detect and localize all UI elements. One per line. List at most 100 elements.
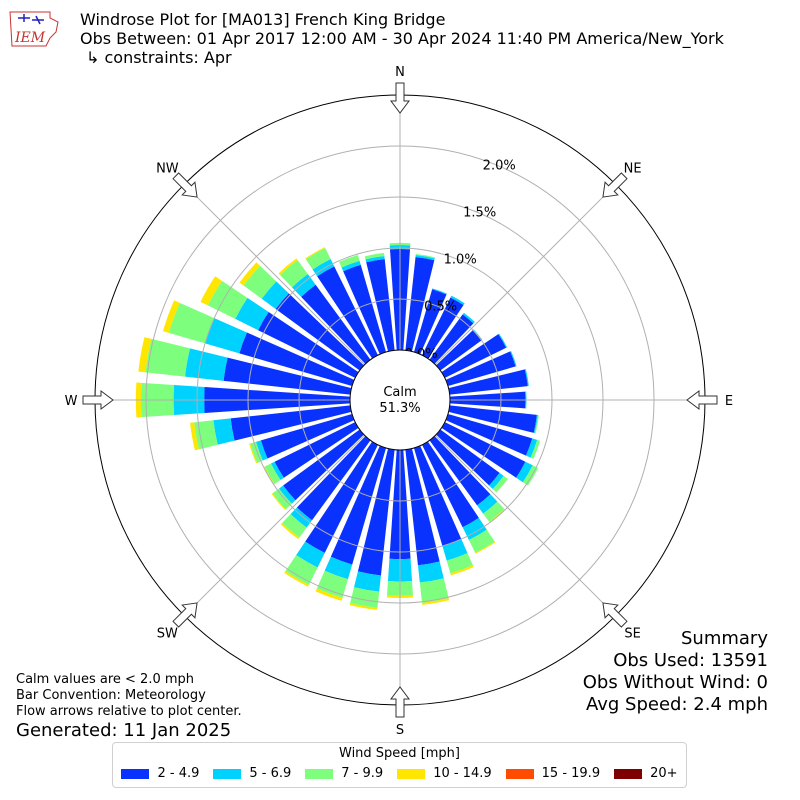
- windrose-bar: [278, 485, 296, 504]
- windrose-bar: [445, 351, 516, 387]
- grid-spoke: [435, 183, 617, 365]
- windrose-bar: [301, 284, 371, 364]
- windrose-bar: [429, 436, 491, 506]
- windrose-bar: [448, 369, 528, 395]
- windrose-bar: [200, 276, 222, 306]
- direction-label: SW: [157, 627, 178, 642]
- windrose-bar: [339, 255, 360, 268]
- windrose-bar: [462, 517, 487, 541]
- windrose-bar: [357, 448, 395, 576]
- direction-label: E: [725, 394, 733, 409]
- windrose-bar: [483, 501, 505, 522]
- windrose-bar: [354, 571, 381, 592]
- direction-label: SE: [624, 627, 640, 642]
- windrose-bar: [324, 556, 353, 580]
- windrose-bar: [223, 357, 352, 395]
- windrose-bar: [190, 422, 199, 451]
- windrose-bar: [436, 330, 482, 371]
- windrose-bar: [330, 445, 387, 565]
- windrose-bar: [510, 351, 517, 367]
- calm-label: Calm: [383, 385, 416, 400]
- chart-title-block: Windrose Plot for [MA013] French King Br…: [80, 10, 724, 67]
- windrose-bar: [296, 541, 325, 568]
- direction-label: NE: [624, 161, 642, 176]
- windrose-bar: [422, 441, 479, 528]
- windrose-bar: [446, 553, 473, 574]
- generated-date: Generated: 11 Jan 2025: [16, 720, 232, 741]
- windrose-bar: [263, 466, 275, 485]
- legend-item: 20+: [614, 766, 678, 781]
- windrose-bar: [492, 475, 508, 493]
- logo-text: IEM: [14, 30, 46, 46]
- windrose-bar: [138, 337, 152, 373]
- ring-label: 1.5%: [463, 205, 496, 220]
- flow-arrow-icon: [602, 602, 628, 628]
- windrose-bar: [365, 255, 385, 263]
- grid-spoke: [183, 435, 365, 617]
- summary-heading: Summary: [681, 628, 768, 649]
- windrose-bar: [341, 260, 361, 272]
- windrose-bar: [275, 293, 364, 371]
- windrose-bar: [450, 295, 465, 306]
- legend-items: 2 - 4.9 5 - 6.9 7 - 9.9 10 - 14.9 15 - 19.9 2…: [113, 766, 686, 781]
- bar-convention-note: Bar Convention: Meteorology: [16, 688, 206, 703]
- grid-spoke: [435, 435, 617, 617]
- windrose-bar: [296, 436, 371, 521]
- windrose-bar: [278, 258, 298, 275]
- windrose-bar: [349, 603, 378, 610]
- windrose-bar: [477, 494, 498, 514]
- calm-value: 51.3%: [379, 401, 420, 416]
- notes-block: Calm values are < 2.0 mph Bar Convention…: [16, 672, 242, 742]
- windrose-bar: [249, 443, 258, 464]
- windrose-bar: [305, 441, 378, 553]
- flow-arrows: [82, 82, 718, 718]
- windrose-bar: [468, 529, 495, 553]
- windrose-bar: [498, 333, 508, 348]
- legend-label: 7 - 9.9: [341, 766, 384, 781]
- flow-arrow-icon: [82, 390, 114, 410]
- ring-label: 2.0%: [483, 158, 516, 173]
- windrose-bar: [213, 418, 235, 445]
- windrose-bar: [235, 297, 269, 331]
- windrose-bar: [207, 280, 248, 319]
- windrose-bar: [432, 288, 447, 295]
- iem-logo: IEM: [9, 11, 59, 47]
- windrose-bar: [415, 253, 436, 259]
- windrose-bar: [194, 420, 218, 450]
- windrose-bar: [272, 488, 292, 510]
- calm-note: Calm values are < 2.0 mph: [16, 672, 195, 687]
- windrose-bar: [230, 405, 352, 441]
- windrose-bar: [243, 265, 277, 299]
- windrose-bar: [413, 289, 447, 355]
- windrose-bar: [185, 348, 228, 381]
- grid-spoke: [183, 183, 365, 365]
- legend-title: Wind Speed [mph]: [339, 746, 460, 761]
- flow-arrow-icon: [686, 390, 718, 410]
- windrose-bar: [283, 429, 364, 501]
- windrose-bar: [533, 414, 538, 434]
- windrose-bar: [205, 318, 247, 354]
- windrose-bar: [462, 312, 475, 324]
- legend-label: 5 - 6.9: [249, 766, 292, 781]
- chart-title: Windrose Plot for [MA013] French King Br…: [80, 10, 446, 29]
- windrose-bar: [305, 247, 326, 260]
- windrose-bar: [274, 422, 359, 478]
- windrose-bar: [239, 262, 261, 286]
- windrose-bar: [475, 541, 496, 554]
- calm-circle: [349, 349, 451, 451]
- ring-label: 1.0%: [444, 253, 477, 268]
- windrose-bar: [282, 514, 307, 538]
- windrose-bar: [405, 257, 435, 352]
- windrose-bar: [290, 507, 313, 528]
- legend-label: 20+: [650, 766, 678, 781]
- windrose-bar: [258, 312, 359, 378]
- ring-label: 0.5%: [424, 300, 457, 315]
- legend-item: 15 - 19.9: [505, 766, 600, 781]
- windrose-bar: [415, 254, 435, 261]
- obs-used: Obs Used: 13591: [613, 650, 768, 671]
- windrose-bar: [448, 405, 537, 433]
- legend-item: 2 - 4.9: [121, 766, 199, 781]
- legend-swatch: [505, 768, 534, 779]
- windrose-bar: [441, 334, 507, 378]
